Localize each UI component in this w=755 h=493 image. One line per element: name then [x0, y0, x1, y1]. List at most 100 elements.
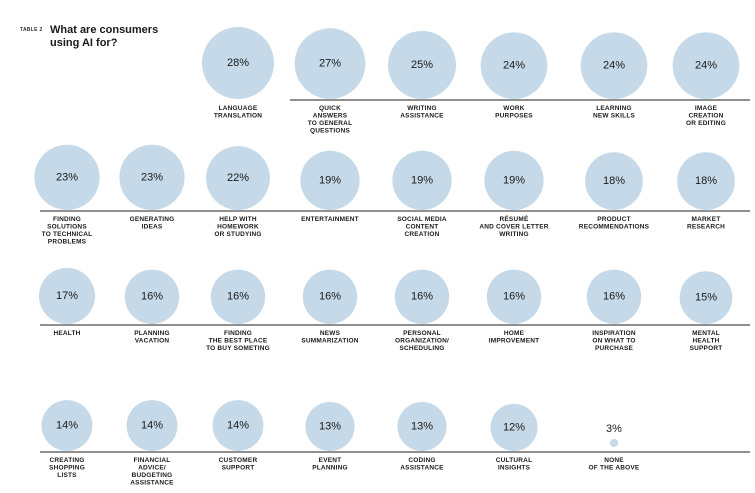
- bubble-item: 27% QUICK ANSWERS TO GENERAL QUESTIONS: [294, 28, 366, 135]
- bubble: [119, 144, 185, 210]
- table-tag: TABLE 2: [20, 27, 43, 33]
- category-label: HOME IMPROVEMENT: [489, 330, 540, 345]
- bubble: [126, 400, 178, 451]
- category-label: WRITING ASSISTANCE: [400, 105, 444, 120]
- category-label: GENERATING IDEAS: [130, 216, 175, 231]
- bubble: [300, 150, 360, 210]
- bubble: [302, 269, 358, 324]
- category-label: EVENT PLANNING: [312, 457, 348, 472]
- value-label: 12%: [503, 421, 525, 433]
- bubble-item: 23% GENERATING IDEAS: [119, 144, 185, 231]
- category-label: CREATING SHOPPING LISTS: [49, 457, 85, 479]
- bubble-item: 16% NEWS SUMMARIZATION: [301, 269, 359, 345]
- category-label: SOCIAL MEDIA CONTENT CREATION: [397, 216, 447, 238]
- bubble-item: 3% NONE OF THE ABOVE: [589, 423, 640, 472]
- bubble: [677, 152, 735, 210]
- value-label: 16%: [503, 291, 525, 303]
- value-label: 24%: [503, 60, 525, 72]
- bubble: [679, 271, 733, 324]
- category-label: CUSTOMER SUPPORT: [219, 457, 258, 472]
- bubble-item: 18% MARKET RESEARCH: [677, 152, 735, 231]
- bubble: [580, 32, 648, 99]
- bubble: [490, 403, 538, 451]
- bubble-item: 14% CUSTOMER SUPPORT: [212, 400, 264, 472]
- value-label: 16%: [141, 291, 163, 303]
- category-label: FINANCIAL ADVICE/BUDGETING ASSISTANCE: [130, 457, 174, 487]
- value-label: 13%: [411, 420, 433, 432]
- bubble: [210, 269, 266, 324]
- bubble-item: 19% SOCIAL MEDIA CONTENT CREATION: [392, 150, 452, 238]
- bubble: [484, 150, 544, 210]
- category-label: FINDING THE BEST PLACE TO BUY SOMETING: [206, 330, 270, 352]
- bubble-item: 24% WORK PURPOSES: [480, 32, 548, 120]
- category-label: LEARNING NEW SKILLS: [593, 105, 636, 120]
- category-label: MENTAL HEALTH SUPPORT: [690, 330, 723, 352]
- bubble-item: 16% HOME IMPROVEMENT: [486, 269, 542, 345]
- bubble-item: 16% FINDING THE BEST PLACE TO BUY SOMETING: [206, 269, 270, 352]
- bubble: [305, 401, 355, 451]
- bubble-item: 28% LANGUAGE TRANSLATION: [202, 27, 274, 120]
- bubble: [585, 152, 643, 210]
- value-label: 14%: [227, 419, 249, 431]
- bubble-item: 16% PLANNING VACATION: [124, 269, 180, 345]
- bubble-item: 24% LEARNING NEW SKILLS: [580, 32, 648, 120]
- bubble-item: 25% WRITING ASSISTANCE: [387, 30, 457, 120]
- category-label: PERSONAL ORGANIZATION/SCHEDULING: [395, 330, 449, 352]
- value-label: 19%: [503, 174, 525, 186]
- category-label: CULTURAL INSIGHTS: [496, 457, 533, 472]
- value-label: 14%: [56, 419, 78, 431]
- category-label: QUICK ANSWERS TO GENERAL QUESTIONS: [308, 105, 353, 135]
- value-label: 18%: [695, 175, 717, 187]
- bubble: [486, 269, 542, 324]
- bubble: [586, 269, 642, 324]
- value-label: 14%: [141, 419, 163, 431]
- value-label: 27%: [319, 58, 341, 70]
- bubble: [294, 28, 366, 99]
- bubble-item: 14% FINANCIAL ADVICE/BUDGETING ASSISTANCE: [126, 400, 178, 487]
- bubble: [124, 269, 180, 324]
- value-label: 16%: [319, 291, 341, 303]
- bubble: [34, 144, 100, 210]
- bubble: [672, 32, 740, 99]
- bubble: [38, 267, 96, 325]
- bubble-item: 23% FINDING SOLUTIONS TO TECHNICAL PROBLEMS: [34, 144, 100, 246]
- chart-title: What are consumers using AI for?: [50, 24, 159, 49]
- value-label: 22%: [227, 172, 249, 184]
- value-label: 3%: [606, 423, 622, 435]
- bubble: [480, 32, 548, 99]
- value-label: 19%: [319, 174, 341, 186]
- bubble: [206, 146, 270, 211]
- bubble-item: 24% IMAGE CREATION OR EDITING: [672, 32, 740, 127]
- bubble-item: 12% CULTURAL INSIGHTS: [490, 403, 538, 472]
- bubble: [394, 269, 450, 324]
- category-label: LANGUAGE TRANSLATION: [214, 105, 262, 120]
- bubble-item: 22% HELP WITH HOMEWORK OR STUDYING: [206, 146, 270, 238]
- bubble: [202, 27, 274, 99]
- bubble: [392, 150, 452, 210]
- bubble-item: 19% RÉSUMÉ AND COVER LETTER WRITING: [479, 150, 549, 238]
- value-label: 13%: [319, 420, 341, 432]
- value-label: 16%: [411, 291, 433, 303]
- value-label: 18%: [603, 175, 625, 187]
- bubble: [397, 401, 447, 451]
- category-label: FINDING SOLUTIONS TO TECHNICAL PROBLEMS: [42, 216, 93, 246]
- category-label: MARKET RESEARCH: [687, 216, 725, 231]
- category-label: NEWS SUMMARIZATION: [301, 330, 358, 345]
- category-label: HEALTH: [53, 330, 80, 337]
- bubble: [387, 30, 457, 99]
- bubble-item: 13% EVENT PLANNING: [305, 401, 355, 472]
- value-label: 23%: [56, 171, 78, 183]
- value-label: 25%: [411, 59, 433, 71]
- category-label: RÉSUMÉ AND COVER LETTER WRITING: [479, 214, 548, 238]
- category-label: NONE OF THE ABOVE: [589, 457, 640, 472]
- value-label: 23%: [141, 171, 163, 183]
- bubble-item: 16% INSPIRATION ON WHAT TO PURCHASE: [586, 269, 642, 352]
- value-label: 24%: [695, 60, 717, 72]
- value-label: 16%: [603, 291, 625, 303]
- category-label: IMAGE CREATION OR EDITING: [686, 105, 726, 127]
- bubble-item: 14% CREATING SHOPPING LISTS: [41, 400, 93, 479]
- category-label: HELP WITH HOMEWORK OR STUDYING: [214, 216, 261, 238]
- value-label: 19%: [411, 174, 433, 186]
- bubble-item: 19% ENTERTAINMENT: [300, 150, 360, 223]
